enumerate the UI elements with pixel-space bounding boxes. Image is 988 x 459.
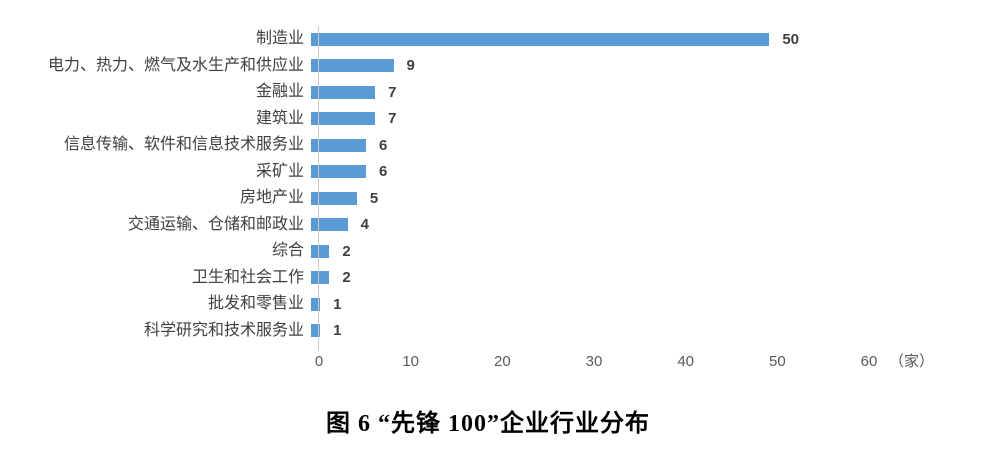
x-tick-label: 20 xyxy=(493,353,511,370)
bar xyxy=(311,191,357,205)
bar xyxy=(311,59,394,73)
category-label: 金融业 xyxy=(255,83,304,101)
value-label: 6 xyxy=(379,163,388,181)
category-label: 建筑业 xyxy=(255,109,304,127)
x-tick-label: 60 xyxy=(860,353,878,370)
category-label: 批发和零售业 xyxy=(207,295,304,313)
chart-rows: 制造业 50 电力、热力、燃气及水生产和供应业 9 金融业 7 建筑业 7 信息… xyxy=(0,26,988,344)
chart-row: 金融业 7 xyxy=(0,79,988,106)
bar-track: 7 xyxy=(311,106,988,133)
chart-row: 交通运输、仓储和邮政业 4 xyxy=(0,212,988,239)
bar-track: 6 xyxy=(311,159,988,186)
bar xyxy=(311,324,321,338)
bar-track: 9 xyxy=(311,53,988,80)
value-label: 1 xyxy=(333,322,342,340)
x-tick-label: 40 xyxy=(677,353,694,370)
value-label: 6 xyxy=(379,136,388,154)
x-tick-label: 50 xyxy=(768,353,786,370)
value-label: 1 xyxy=(333,295,342,313)
x-tick-label: 10 xyxy=(402,353,419,370)
category-label: 信息传输、软件和信息技术服务业 xyxy=(63,136,304,154)
chart-row: 科学研究和技术服务业 1 xyxy=(0,318,988,345)
category-label: 综合 xyxy=(271,242,304,260)
chart-row: 制造业 50 xyxy=(0,26,988,53)
x-tick-label: 0 xyxy=(314,353,324,370)
bar xyxy=(311,32,770,46)
category-label: 电力、热力、燃气及水生产和供应业 xyxy=(47,56,304,74)
bar-track: 5 xyxy=(311,185,988,212)
bar-track: 7 xyxy=(311,79,988,106)
bar-track: 2 xyxy=(311,238,988,265)
chart-row: 采矿业 6 xyxy=(0,159,988,186)
category-label: 交通运输、仓储和邮政业 xyxy=(127,215,304,233)
chart-row: 建筑业 7 xyxy=(0,106,988,133)
y-axis-line xyxy=(318,26,319,351)
bar-track: 6 xyxy=(311,132,988,159)
chart-caption: 图 6 “先锋 100”企业行业分布 xyxy=(326,411,650,437)
chart-row: 综合 2 xyxy=(0,238,988,265)
bar xyxy=(311,297,321,311)
bar-track: 2 xyxy=(311,265,988,292)
x-axis-unit-label: （家） xyxy=(889,354,935,370)
bar-track: 1 xyxy=(311,291,988,318)
category-label: 卫生和社会工作 xyxy=(191,268,304,286)
bar-track: 1 xyxy=(311,318,988,345)
value-label: 2 xyxy=(342,242,351,260)
value-label: 7 xyxy=(388,110,397,128)
chart-row: 批发和零售业 1 xyxy=(0,291,988,318)
bar-track: 4 xyxy=(311,212,988,239)
bar xyxy=(311,218,348,232)
category-label: 制造业 xyxy=(255,30,304,48)
chart-row: 卫生和社会工作 2 xyxy=(0,265,988,292)
value-label: 4 xyxy=(360,216,369,234)
category-label: 科学研究和技术服务业 xyxy=(143,321,304,339)
value-label: 7 xyxy=(388,83,397,101)
bar-track: 50 xyxy=(311,26,988,53)
category-label: 采矿业 xyxy=(255,162,304,180)
bar xyxy=(311,85,376,99)
value-label: 5 xyxy=(369,189,379,207)
value-label: 9 xyxy=(406,57,415,75)
bar xyxy=(311,112,376,126)
bar xyxy=(311,165,366,179)
bar xyxy=(311,138,366,152)
bar xyxy=(311,244,330,258)
x-axis: （家） 0 10 20 30 40 50 60 xyxy=(315,353,979,373)
chart-row: 房地产业 5 xyxy=(0,185,988,212)
chart-row: 信息传输、软件和信息技术服务业 6 xyxy=(0,132,988,159)
bar xyxy=(311,271,330,285)
value-label: 2 xyxy=(342,269,351,287)
x-tick-label: 30 xyxy=(585,353,603,370)
chart-row: 电力、热力、燃气及水生产和供应业 9 xyxy=(0,53,988,80)
value-label: 50 xyxy=(782,30,800,48)
category-label: 房地产业 xyxy=(239,189,304,207)
